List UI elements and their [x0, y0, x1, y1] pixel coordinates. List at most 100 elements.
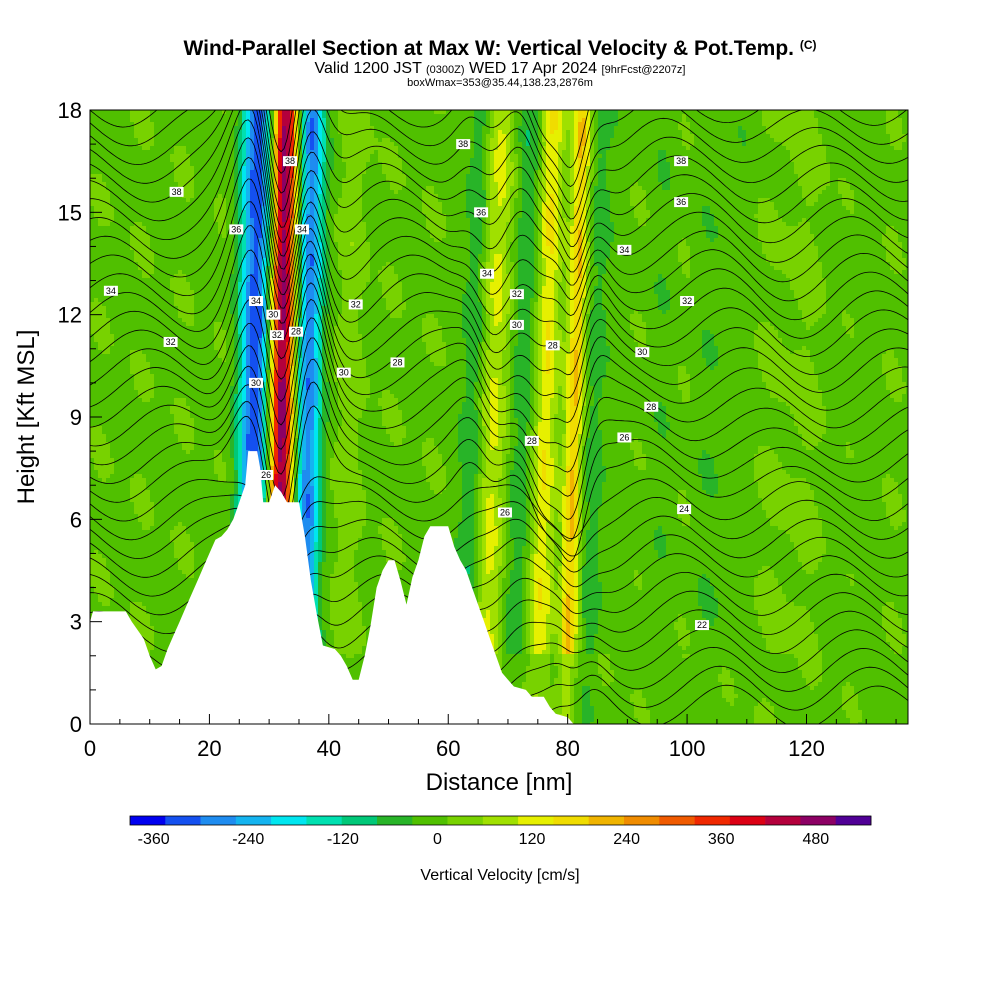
velocity-cell — [310, 206, 315, 211]
velocity-cell — [470, 170, 475, 175]
velocity-cell — [778, 194, 783, 199]
velocity-cell — [226, 202, 231, 207]
velocity-cell — [194, 134, 199, 139]
velocity-cell — [402, 178, 407, 183]
velocity-cell — [610, 110, 615, 115]
velocity-cell — [542, 142, 547, 147]
velocity-cell — [150, 206, 155, 211]
velocity-cell — [426, 182, 431, 187]
velocity-cell — [214, 114, 219, 119]
velocity-cell — [374, 142, 379, 147]
velocity-cell — [766, 182, 771, 187]
velocity-cell — [874, 170, 879, 175]
velocity-cell — [226, 130, 231, 135]
velocity-cell — [242, 202, 247, 207]
velocity-cell — [566, 170, 571, 175]
velocity-cell — [730, 126, 735, 131]
velocity-cell — [826, 122, 831, 127]
velocity-cell — [270, 150, 275, 155]
velocity-cell — [630, 126, 635, 131]
velocity-cell — [242, 150, 247, 155]
velocity-cell — [234, 142, 239, 147]
velocity-cell — [178, 134, 183, 139]
velocity-cell — [414, 122, 419, 127]
velocity-cell — [866, 142, 871, 147]
velocity-cell — [238, 190, 243, 195]
velocity-cell — [142, 150, 147, 155]
copyright-mark: (C) — [800, 38, 817, 52]
velocity-cell — [774, 190, 779, 195]
velocity-cell — [602, 194, 607, 199]
velocity-cell — [518, 182, 523, 187]
velocity-cell — [626, 166, 631, 171]
velocity-cell — [338, 166, 343, 171]
velocity-cell — [526, 142, 531, 147]
velocity-cell — [898, 126, 903, 131]
velocity-cell — [706, 110, 711, 115]
velocity-cell — [722, 186, 727, 191]
velocity-cell — [646, 202, 651, 207]
velocity-cell — [650, 190, 655, 195]
velocity-cell — [542, 202, 547, 207]
velocity-cell — [286, 190, 291, 195]
velocity-cell — [678, 114, 683, 119]
velocity-cell — [166, 154, 171, 159]
velocity-cell — [190, 150, 195, 155]
velocity-cell — [102, 190, 107, 195]
velocity-cell — [94, 190, 99, 195]
velocity-cell — [818, 174, 823, 179]
velocity-cell — [626, 146, 631, 151]
velocity-cell — [266, 162, 271, 167]
velocity-cell — [694, 190, 699, 195]
velocity-cell — [838, 142, 843, 147]
velocity-cell — [302, 186, 307, 191]
velocity-cell — [794, 146, 799, 151]
velocity-cell — [438, 122, 443, 127]
velocity-cell — [894, 186, 899, 191]
velocity-cell — [202, 190, 207, 195]
velocity-cell — [450, 118, 455, 123]
velocity-cell — [514, 150, 519, 155]
velocity-cell — [522, 110, 527, 115]
velocity-cell — [226, 158, 231, 163]
velocity-cell — [382, 170, 387, 175]
velocity-cell — [670, 198, 675, 203]
velocity-cell — [806, 134, 811, 139]
velocity-cell — [766, 154, 771, 159]
velocity-cell — [498, 118, 503, 123]
velocity-cell — [766, 170, 771, 175]
velocity-cell — [226, 114, 231, 119]
velocity-cell — [842, 162, 847, 167]
velocity-cell — [330, 134, 335, 139]
velocity-cell — [830, 114, 835, 119]
velocity-cell — [242, 114, 247, 119]
velocity-cell — [126, 206, 131, 211]
velocity-cell — [822, 186, 827, 191]
velocity-cell — [594, 174, 599, 179]
velocity-cell — [150, 146, 155, 151]
velocity-cell — [858, 186, 863, 191]
velocity-cell — [174, 134, 179, 139]
velocity-cell — [390, 186, 395, 191]
velocity-cell — [750, 154, 755, 159]
velocity-cell — [574, 110, 579, 115]
velocity-cell — [838, 126, 843, 131]
velocity-cell — [374, 166, 379, 171]
velocity-cell — [510, 198, 515, 203]
velocity-cell — [170, 206, 175, 211]
velocity-cell — [866, 162, 871, 167]
velocity-cell — [166, 134, 171, 139]
velocity-cell — [238, 186, 243, 191]
velocity-cell — [466, 190, 471, 195]
velocity-cell — [230, 154, 235, 159]
velocity-cell — [794, 166, 799, 171]
velocity-cell — [462, 170, 467, 175]
velocity-cell — [686, 150, 691, 155]
velocity-cell — [354, 194, 359, 199]
velocity-cell — [786, 154, 791, 159]
velocity-cell — [110, 158, 115, 163]
velocity-cell — [314, 178, 319, 183]
velocity-cell — [314, 150, 319, 155]
velocity-cell — [514, 198, 519, 203]
velocity-cell — [762, 154, 767, 159]
